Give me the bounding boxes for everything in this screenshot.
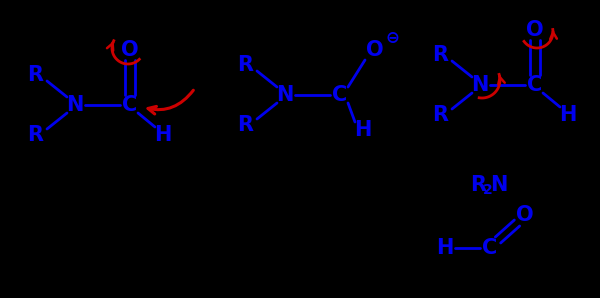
Text: R: R	[432, 45, 448, 65]
Text: N: N	[490, 175, 508, 195]
Text: N: N	[472, 75, 488, 95]
Text: N: N	[277, 85, 293, 105]
Text: H: H	[355, 120, 371, 140]
Text: R: R	[237, 115, 253, 135]
Text: C: C	[122, 95, 137, 115]
Text: H: H	[154, 125, 172, 145]
Text: ⊖: ⊖	[385, 29, 399, 47]
Text: 2: 2	[483, 183, 493, 197]
Text: R: R	[470, 175, 486, 195]
Text: H: H	[436, 238, 454, 258]
Text: O: O	[526, 20, 544, 40]
Text: C: C	[527, 75, 542, 95]
Text: R: R	[27, 125, 43, 145]
Text: R: R	[237, 55, 253, 75]
Text: R: R	[432, 105, 448, 125]
Text: N: N	[67, 95, 83, 115]
Text: O: O	[516, 205, 534, 225]
Text: O: O	[366, 40, 384, 60]
Text: C: C	[482, 238, 497, 258]
Text: C: C	[332, 85, 347, 105]
Text: R: R	[27, 65, 43, 85]
Text: O: O	[121, 40, 139, 60]
Text: H: H	[559, 105, 577, 125]
